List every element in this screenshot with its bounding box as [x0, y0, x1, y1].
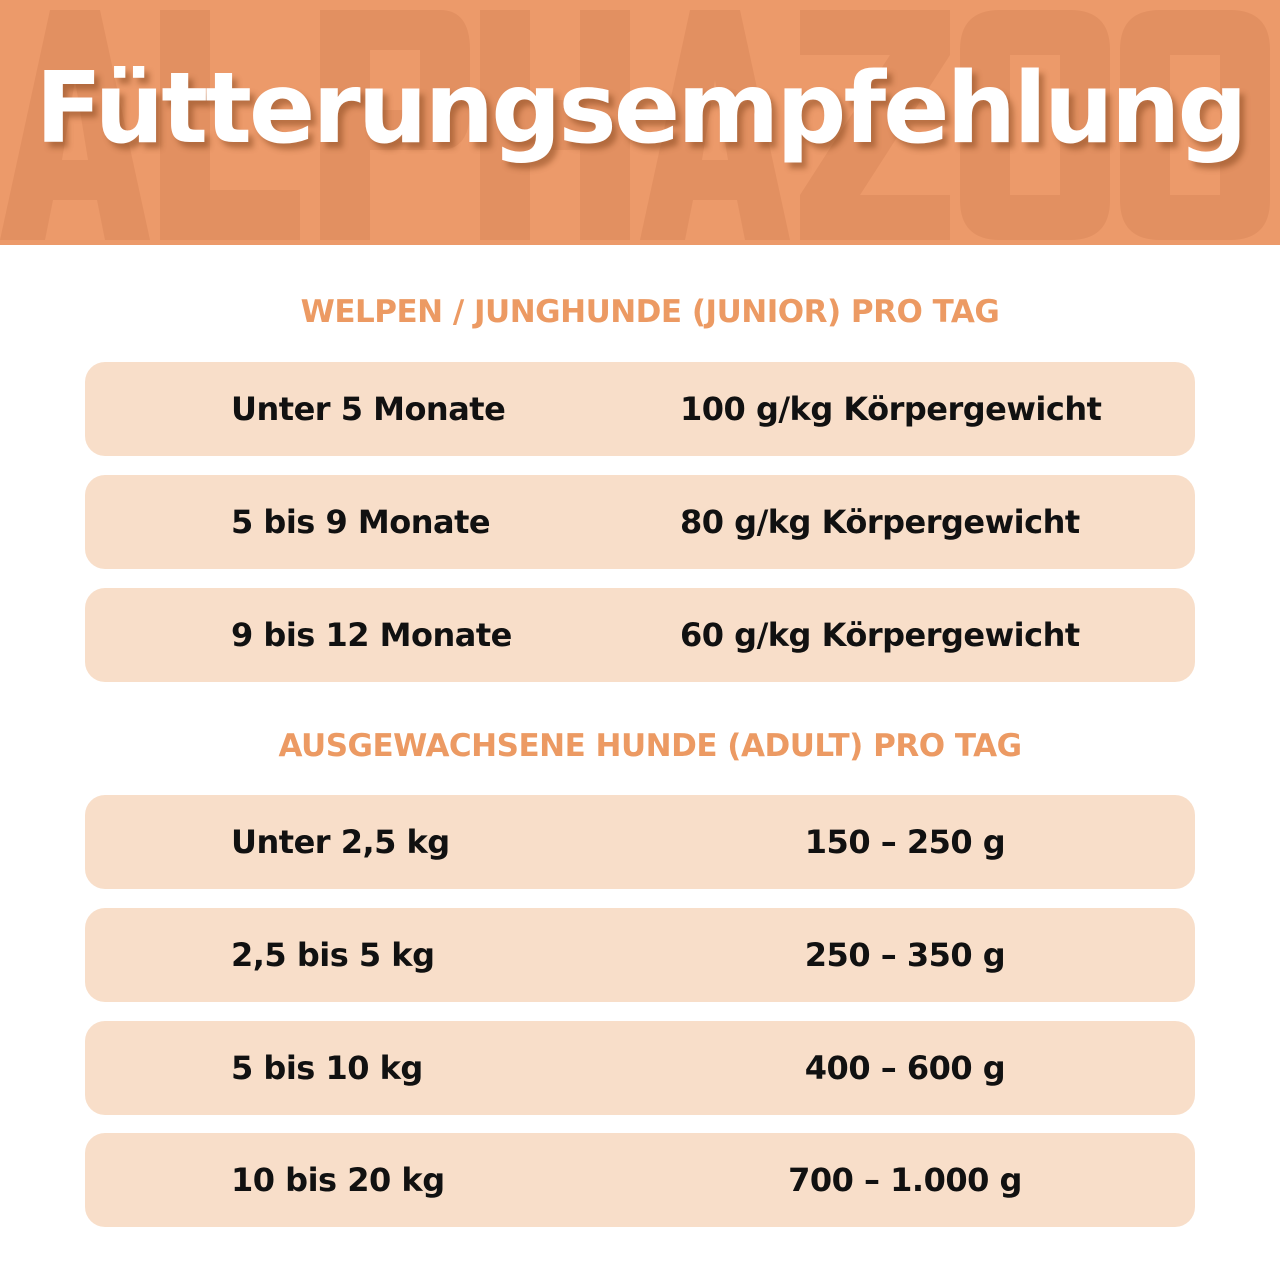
watermark-letter-h	[480, 10, 630, 240]
amount-value: 100 g/kg Körpergewicht	[680, 390, 1102, 428]
adult-row: 10 bis 20 kg 700 – 1.000 g	[85, 1133, 1195, 1227]
weight-label: 5 bis 10 kg	[231, 1049, 423, 1087]
amount-value: 60 g/kg Körpergewicht	[680, 616, 1080, 654]
junior-row: 5 bis 9 Monate 80 g/kg Körpergewicht	[85, 475, 1195, 569]
page-title: Fütterungsempfehlung	[35, 52, 1247, 166]
amount-value: 700 – 1.000 g	[788, 1161, 1022, 1199]
junior-section-heading: WELPEN / JUNGHUNDE (JUNIOR) PRO TAG	[300, 294, 1000, 330]
amount-value: 150 – 250 g	[804, 823, 1006, 861]
adult-row: Unter 2,5 kg 150 – 250 g	[85, 795, 1195, 889]
watermark-logo	[0, 10, 1270, 240]
watermark-letter-o	[1120, 10, 1270, 240]
watermark-letter-a	[0, 10, 150, 240]
weight-label: 10 bis 20 kg	[231, 1161, 445, 1199]
weight-label: 2,5 bis 5 kg	[231, 936, 435, 974]
adult-row: 2,5 bis 5 kg 250 – 350 g	[85, 908, 1195, 1002]
amount-value: 400 – 600 g	[804, 1049, 1006, 1087]
adult-section-heading: AUSGEWACHSENE HUNDE (ADULT) PRO TAG	[278, 728, 1022, 764]
watermark-letter-l	[160, 10, 300, 240]
age-label: 9 bis 12 Monate	[231, 616, 512, 654]
junior-row: 9 bis 12 Monate 60 g/kg Körpergewicht	[85, 588, 1195, 682]
junior-row: Unter 5 Monate 100 g/kg Körpergewicht	[85, 362, 1195, 456]
weight-label: Unter 2,5 kg	[231, 823, 450, 861]
amount-value: 80 g/kg Körpergewicht	[680, 503, 1080, 541]
adult-row: 5 bis 10 kg 400 – 600 g	[85, 1021, 1195, 1115]
header-banner: Fütterungsempfehlung	[0, 0, 1280, 245]
age-label: Unter 5 Monate	[231, 390, 506, 428]
watermark-letter-z	[800, 10, 950, 240]
watermark-letter-a	[640, 10, 790, 240]
watermark-letter-p	[320, 10, 470, 240]
age-label: 5 bis 9 Monate	[231, 503, 491, 541]
amount-value: 250 – 350 g	[804, 936, 1006, 974]
watermark-letter-o	[960, 10, 1110, 240]
